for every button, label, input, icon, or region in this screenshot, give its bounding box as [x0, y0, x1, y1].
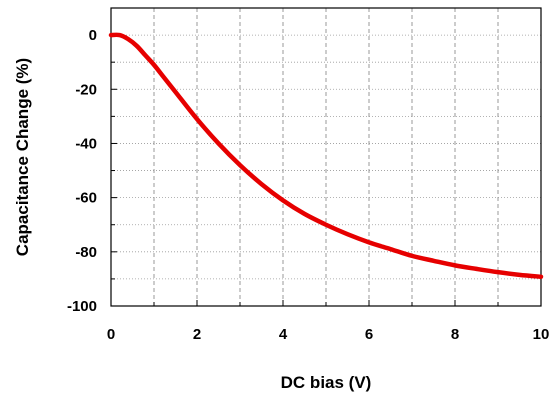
y-tick-label: -20 [75, 81, 97, 98]
y-tick-label: 0 [89, 27, 97, 44]
x-tick-label: 10 [533, 326, 550, 343]
ticks [110, 34, 542, 307]
y-axis-label: Capacitance Change (%) [13, 58, 32, 256]
x-tick-label: 4 [279, 326, 288, 343]
series-line [108, 32, 544, 279]
y-tick-label: -100 [67, 298, 97, 315]
y-tick-label: -80 [75, 244, 97, 261]
x-tick-label: 6 [365, 326, 373, 343]
grid [111, 8, 541, 306]
x-axis-label: DC bias (V) [281, 373, 372, 392]
x-tick-label: 0 [107, 326, 115, 343]
y-tick-label: -60 [75, 190, 97, 207]
x-tick-label: 8 [451, 326, 459, 343]
x-tick-label: 2 [193, 326, 201, 343]
y-tick-label: -40 [75, 135, 97, 152]
tick-labels: 0 2 4 6 8 10 0 -20 -40 -60 -80 -100 [67, 27, 549, 343]
